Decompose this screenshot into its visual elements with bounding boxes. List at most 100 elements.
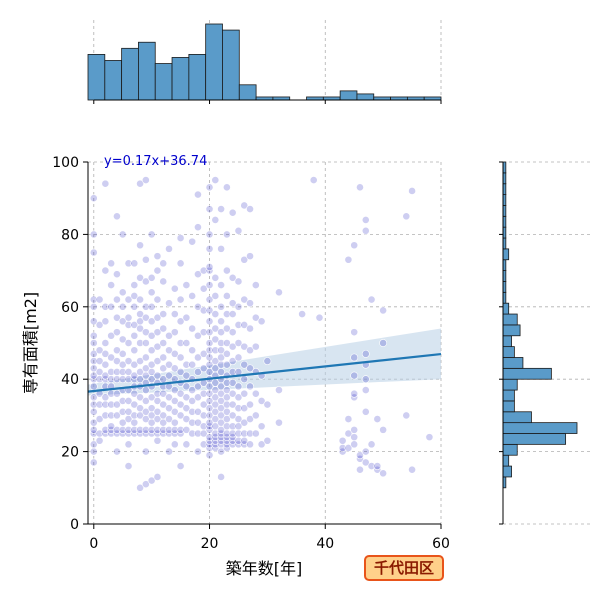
scatter-point [361,216,370,224]
y-tick-label: 100 [52,155,79,171]
scatter-point [141,480,150,489]
scatter-point [153,295,162,304]
scatter-point [205,317,214,326]
scatter-point [101,411,110,420]
right-histogram-bar [502,346,515,358]
scatter-point [182,313,191,322]
scatter-point [234,226,243,235]
scatter-point [113,447,121,456]
scatter-point [222,183,231,192]
scatter-point [199,400,208,409]
scatter-point [165,404,173,413]
scatter-point [228,273,237,282]
scatter-point [141,397,150,405]
x-tick-label: 0 [89,536,98,552]
scatter-point [124,357,133,365]
top-histogram [87,23,442,101]
scatter-point [165,425,173,434]
scatter-point [147,393,156,402]
scatter-point [159,324,168,333]
scatter-point [159,277,168,286]
scatter-point [176,462,185,470]
scatter-point [89,458,98,467]
scatter-point [165,371,173,380]
scatter-point [130,418,139,427]
scatter-point [147,404,156,413]
scatter-point [188,346,197,355]
scatter-point [89,418,98,427]
scatter-point [170,386,179,394]
scatter-point [107,259,116,268]
scatter-point [89,302,98,311]
scatter-point [89,248,98,257]
scatter-point [246,429,254,438]
scatter-point [165,415,173,423]
scatter-point [246,440,254,449]
scatter-point [89,382,98,391]
scatter-point [338,436,347,445]
scatter-point [153,436,162,445]
scatter-point [246,299,254,308]
scatter-point [275,386,283,394]
scatter-point [141,328,150,337]
scatter-point [165,299,173,308]
scatter-point [95,357,104,365]
scatter-point [170,440,179,449]
scatter-point [147,360,156,369]
scatter-point [246,415,254,423]
scatter-point [188,397,197,405]
scatter-point [153,342,162,351]
scatter-point [194,407,202,416]
scatter-point [222,266,231,275]
x-tick-label: 20 [201,536,219,552]
scatter-point [124,259,133,268]
scatter-point [124,397,133,405]
scatter-point [379,339,388,347]
scatter-point [217,328,225,337]
top-histogram-bar [121,47,139,101]
scatter-point [373,462,382,470]
scatter-point [101,349,110,358]
scatter-point [89,407,98,416]
scatter-point [170,328,179,337]
scatter-point [113,368,121,376]
scatter-point [402,411,411,420]
scatter-point [361,375,370,384]
scatter-point [89,393,98,402]
scatter-point [194,418,202,427]
scatter-point [136,339,144,347]
scatter-point [182,393,191,402]
scatter-point [373,415,382,423]
right-histogram-bar [502,324,521,337]
top-histogram-bar [339,90,358,101]
scatter-point [194,190,202,199]
scatter-point [153,389,162,398]
scatter-point [356,451,364,460]
scatter-point [101,179,110,188]
scatter-point [205,295,214,304]
scatter-point [194,447,202,456]
top-histogram-bar [104,60,123,101]
scatter-point [95,320,104,329]
scatter-point [246,205,254,213]
right-histogram-bar [502,400,515,413]
scatter-point [361,226,370,235]
scatter-point [251,411,260,420]
scatter-point [217,244,225,253]
right-histogram-bar [502,378,518,391]
scatter-point [153,266,162,275]
scatter-point [234,404,243,413]
scatter-point [199,284,208,293]
top-histogram-bar [238,84,257,101]
scatter-point [141,339,150,347]
scatter-point [153,371,162,380]
scatter-point [118,302,127,311]
scatter-point [153,313,162,322]
regression-line [87,352,442,393]
scatter-point [136,483,144,492]
scatter-point [182,425,191,434]
right-histogram-bar [502,465,512,478]
right-histogram-bar [502,389,515,402]
scatter-point [182,281,191,289]
scatter-point [234,393,243,402]
